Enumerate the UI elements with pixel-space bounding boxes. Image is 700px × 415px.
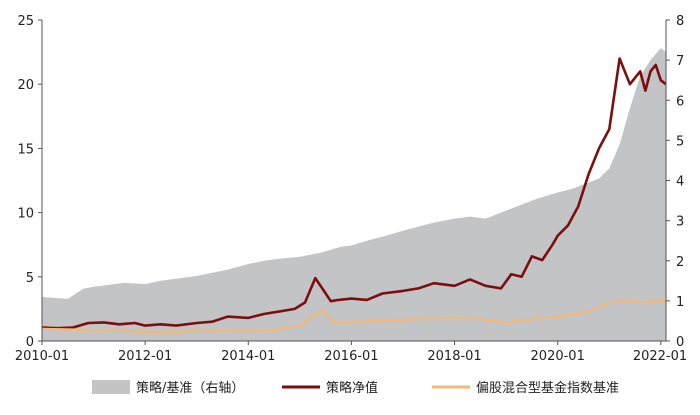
right-tick-label: 5: [676, 134, 684, 149]
legend-label: 策略/基准（右轴）: [136, 380, 244, 396]
left-tick-label: 5: [26, 271, 34, 286]
right-tick-label: 4: [676, 175, 684, 190]
left-tick-label: 25: [17, 14, 34, 29]
right-tick-label: 6: [676, 94, 684, 109]
x-tick-label: 2020-01: [531, 349, 585, 364]
legend-swatch-area: [92, 380, 130, 394]
right-tick-label: 7: [676, 54, 684, 69]
left-tick-label: 15: [17, 142, 34, 157]
x-tick-label: 2022-01: [633, 349, 687, 364]
right-tick-label: 0: [676, 335, 684, 350]
series-line-strategy-nav: [41, 57, 667, 330]
right-tick-label: 3: [676, 215, 684, 230]
x-tick-label: 2014-01: [221, 349, 275, 364]
right-tick-label: 1: [676, 295, 684, 310]
x-tick-label: 2016-01: [324, 349, 378, 364]
x-tick-label: 2012-01: [118, 349, 172, 364]
area-series-layer: [42, 48, 666, 341]
x-tick-label: 2010-01: [15, 349, 69, 364]
legend-label: 偏股混合型基金指数基准: [476, 380, 619, 396]
right-tick-label: 2: [676, 255, 684, 270]
legend-label: 策略净值: [326, 380, 378, 396]
line-series-layer: [41, 57, 667, 334]
left-tick-label: 0: [26, 335, 34, 350]
right-tick-label: 8: [676, 14, 684, 29]
x-tick-label: 2018-01: [427, 349, 481, 364]
left-tick-label: 20: [17, 78, 34, 93]
axes-layer: 0 5 10 15 20 25 0 1 2 3 4 5 6 7 8 2010-01 2012-01 2014-01…: [15, 14, 687, 364]
legend: 策略/基准（右轴） 策略净值 偏股混合型基金指数基准: [92, 380, 619, 396]
series-area-strategy-vs-benchmark: [42, 48, 666, 341]
series-line-benchmark: [41, 298, 667, 334]
left-tick-label: 10: [17, 207, 34, 222]
